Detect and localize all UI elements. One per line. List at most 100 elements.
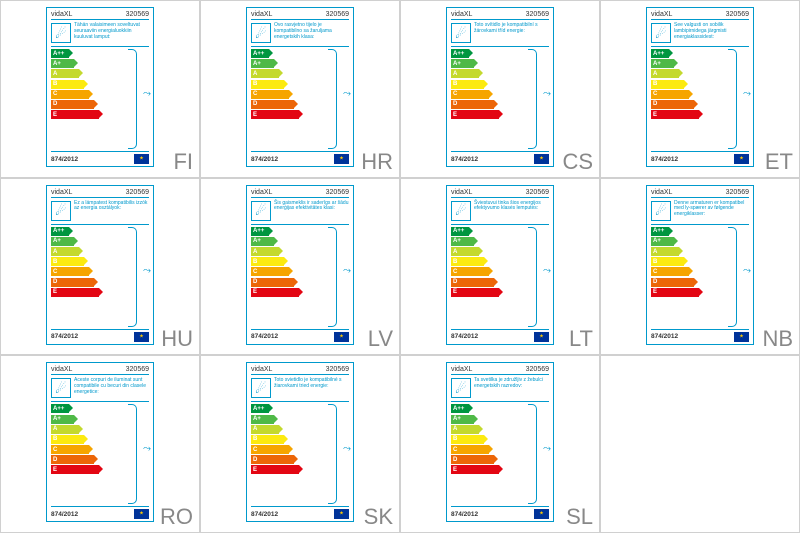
energy-bar-label: E [51,288,99,297]
energy-bar-B: B [251,435,299,444]
energy-bar-C: C [651,90,699,99]
energy-bar-A: A [51,69,99,78]
label-footer: 874/2012 [447,330,553,344]
energy-bar-label: C [51,90,89,99]
label-cell-cs: vidaXL320569☄Toto svítidlo je kompatibil… [400,0,600,178]
energy-bars: A++A+ABCDE [451,49,499,149]
energy-bar-A: A [451,425,499,434]
energy-bar-App: A++ [51,404,99,413]
label-cell-hr: vidaXL320569☄Ovo rasvjetno tijelo je kom… [200,0,400,178]
energy-bar-label: B [51,435,84,444]
sku-text: 320569 [326,189,349,196]
energy-bar-E: E [51,465,99,474]
energy-bar-D: D [251,100,299,109]
brand-text: vidaXL [251,366,272,373]
lamp-icon: ☄ [55,382,67,395]
label-cell-nb: vidaXL320569☄Denne armaturen er kompatib… [600,178,800,356]
energy-bar-label: A [251,247,279,256]
country-code: LV [368,326,393,352]
label-header: vidaXL320569 [447,363,553,374]
eu-flag-icon [134,509,149,519]
energy-bar-A: A [451,69,499,78]
energy-bar-A: A [51,425,99,434]
compat-text: Tähän valaisimeen soveltuvat seuraaviin … [74,23,149,40]
energy-chart: A++A+ABCDE⤳ [47,402,153,506]
energy-bar-label: E [651,110,699,119]
regulation-text: 874/2012 [51,156,78,163]
regulation-text: 874/2012 [51,333,78,340]
energy-bar-label: B [51,257,84,266]
info-row: ☄Šis gaismeklis ir saderīgs ar šādu ener… [247,198,353,224]
energy-bar-label: B [251,257,284,266]
energy-bar-B: B [51,80,99,89]
energy-bar-C: C [51,90,99,99]
energy-chart: A++A+ABCDE⤳ [647,225,753,329]
brand-text: vidaXL [451,11,472,18]
eu-flag-icon [134,332,149,342]
energy-bar-label: E [451,110,499,119]
energy-bar-label: A+ [451,59,474,68]
energy-bars: A++A+ABCDE [51,227,99,327]
label-cell-et: vidaXL320569☄See valgusti on sobilik lam… [600,0,800,178]
energy-bar-label: A [451,425,479,434]
energy-bar-label: E [51,110,99,119]
energy-bar-Ap: A+ [651,59,699,68]
energy-bar-E: E [251,110,299,119]
energy-bar-B: B [451,257,499,266]
energy-bar-C: C [451,267,499,276]
energy-bar-label: D [251,278,294,287]
energy-bars: A++A+ABCDE [51,49,99,149]
energy-bar-label: A [251,425,279,434]
compat-text: Toto svietidlo je kompatibilné s žiarovk… [274,378,349,390]
lamp-icon: ☄ [655,204,667,217]
label-footer: 874/2012 [647,330,753,344]
label-cell-lt: vidaXL320569☄Šviestuvui tinka šios energ… [400,178,600,356]
info-row: ☄Toto svietidlo je kompatibilné s žiarov… [247,375,353,401]
energy-bar-label: A++ [251,404,269,413]
bulb-icon: ⤳ [543,266,551,277]
sku-text: 320569 [126,366,149,373]
energy-bar-D: D [51,278,99,287]
energy-bar-C: C [251,90,299,99]
compat-text: Toto svítidlo je kompatibilní s žárovkam… [474,23,549,35]
energy-bar-label: A [51,247,79,256]
sku-text: 320569 [126,11,149,18]
country-code: SK [364,504,393,530]
label-cell-lv: vidaXL320569☄Šis gaismeklis ir saderīgs … [200,178,400,356]
label-header: vidaXL320569 [47,8,153,19]
lamp-icon: ☄ [655,27,667,40]
info-row: ☄Ta svetilka je združljiv z žebulci ener… [447,375,553,401]
energy-bar-App: A++ [451,227,499,236]
label-cell-fi: vidaXL320569☄Tähän valaisimeen soveltuva… [0,0,200,178]
bulb-icon: ⤳ [743,266,751,277]
energy-bar-label: A++ [451,227,469,236]
regulation-text: 874/2012 [251,333,278,340]
energy-bar-B: B [451,435,499,444]
energy-bar-C: C [51,267,99,276]
lamp-icon: ☄ [55,204,67,217]
label-footer: 874/2012 [247,330,353,344]
energy-bar-label: C [51,267,89,276]
energy-bar-D: D [51,455,99,464]
label-cell-ro: vidaXL320569☄Aceste corpuri de iluminat … [0,355,200,533]
energy-bar-label: A+ [451,237,474,246]
energy-bar-label: B [651,257,684,266]
energy-bar-C: C [651,267,699,276]
energy-chart: A++A+ABCDE⤳ [247,47,353,151]
energy-bar-label: D [651,278,694,287]
energy-label-card: vidaXL320569☄Denne armaturen er kompatib… [646,185,754,345]
compat-text: Ovo rasvjetno tijelo je kompatibilno sa … [274,23,349,40]
energy-bar-label: A+ [651,237,674,246]
label-footer: 874/2012 [47,152,153,166]
energy-bar-label: A+ [51,59,74,68]
bracket-icon [128,227,137,327]
eu-flag-icon [334,154,349,164]
energy-bar-C: C [251,267,299,276]
energy-chart: A++A+ABCDE⤳ [247,225,353,329]
label-footer: 874/2012 [247,152,353,166]
energy-bar-E: E [451,110,499,119]
energy-bar-label: D [51,278,94,287]
energy-chart: A++A+ABCDE⤳ [47,47,153,151]
energy-bar-B: B [451,80,499,89]
bracket-icon [528,404,537,504]
